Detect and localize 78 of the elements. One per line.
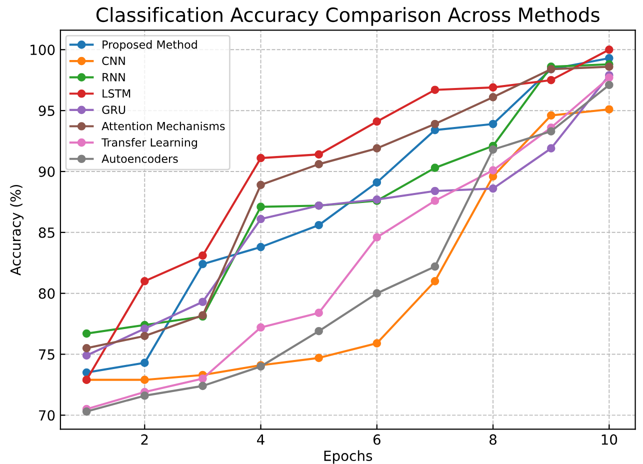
point <box>430 120 440 128</box>
point <box>604 80 614 90</box>
point <box>140 332 149 340</box>
point <box>430 196 440 205</box>
x-axis-title: Epochs <box>324 450 372 464</box>
point <box>430 262 440 271</box>
point <box>488 120 498 128</box>
y-tick-label: 80 <box>38 288 55 299</box>
point <box>372 289 382 298</box>
point <box>256 202 265 211</box>
point <box>198 298 207 306</box>
y-tick-label: 70 <box>39 410 55 421</box>
point <box>140 392 149 400</box>
point <box>488 184 498 193</box>
legend-label: GRU <box>102 106 126 114</box>
point <box>546 127 556 136</box>
point <box>256 323 265 332</box>
point <box>314 326 323 336</box>
point <box>256 154 265 162</box>
y-tick-label: 85 <box>38 227 54 238</box>
point <box>604 62 614 71</box>
legend-label: Autoencoders <box>102 154 178 163</box>
point <box>314 160 323 168</box>
legend-label: RNN <box>102 73 125 82</box>
point <box>140 276 149 286</box>
point <box>488 145 498 154</box>
point <box>198 382 207 390</box>
chart-title: Classification Accuracy Comparison Across Methods <box>96 7 600 26</box>
x-tick-label: 2 <box>141 434 148 445</box>
point <box>546 144 556 153</box>
point <box>430 186 440 196</box>
point <box>314 150 323 159</box>
point <box>546 76 556 84</box>
point <box>488 93 498 102</box>
point <box>604 45 614 54</box>
point <box>82 329 91 338</box>
x-tick-label: 8 <box>490 434 496 445</box>
point <box>604 105 614 114</box>
x-tick-label: 10 <box>602 434 618 445</box>
point <box>256 180 265 190</box>
y-axis-title: Accuracy (%) <box>10 184 24 276</box>
point <box>372 144 382 153</box>
point <box>314 308 323 318</box>
point <box>198 260 207 268</box>
point <box>488 83 498 92</box>
point <box>372 233 382 242</box>
point <box>430 86 440 94</box>
point <box>256 242 265 252</box>
point <box>372 339 382 348</box>
y-tick-label: 75 <box>39 349 54 360</box>
legend-label: Attention Mechanisms <box>102 122 225 130</box>
point <box>546 111 556 120</box>
point <box>82 344 91 352</box>
legend-label: Transfer Learning <box>102 138 197 149</box>
point <box>314 220 323 230</box>
point <box>604 74 614 82</box>
point <box>82 407 91 416</box>
point <box>488 166 498 174</box>
point <box>372 117 382 126</box>
legend-label: Proposed Method <box>102 40 197 51</box>
legend-label: LSTM <box>102 89 130 98</box>
point <box>430 276 440 286</box>
x-tick-label: 6 <box>373 434 380 445</box>
point <box>140 358 149 367</box>
point <box>82 351 91 360</box>
point <box>256 214 265 224</box>
y-tick-label: 90 <box>38 166 55 177</box>
point <box>140 324 149 333</box>
y-tick-label: 95 <box>38 106 54 116</box>
x-tick-label: 4 <box>257 434 264 445</box>
point <box>430 164 440 172</box>
point <box>140 376 149 384</box>
point <box>198 374 207 383</box>
y-tick-label: 100 <box>30 44 55 56</box>
point <box>372 178 382 187</box>
point <box>198 251 207 260</box>
legend-label: CNN <box>102 56 125 66</box>
point <box>314 354 323 362</box>
